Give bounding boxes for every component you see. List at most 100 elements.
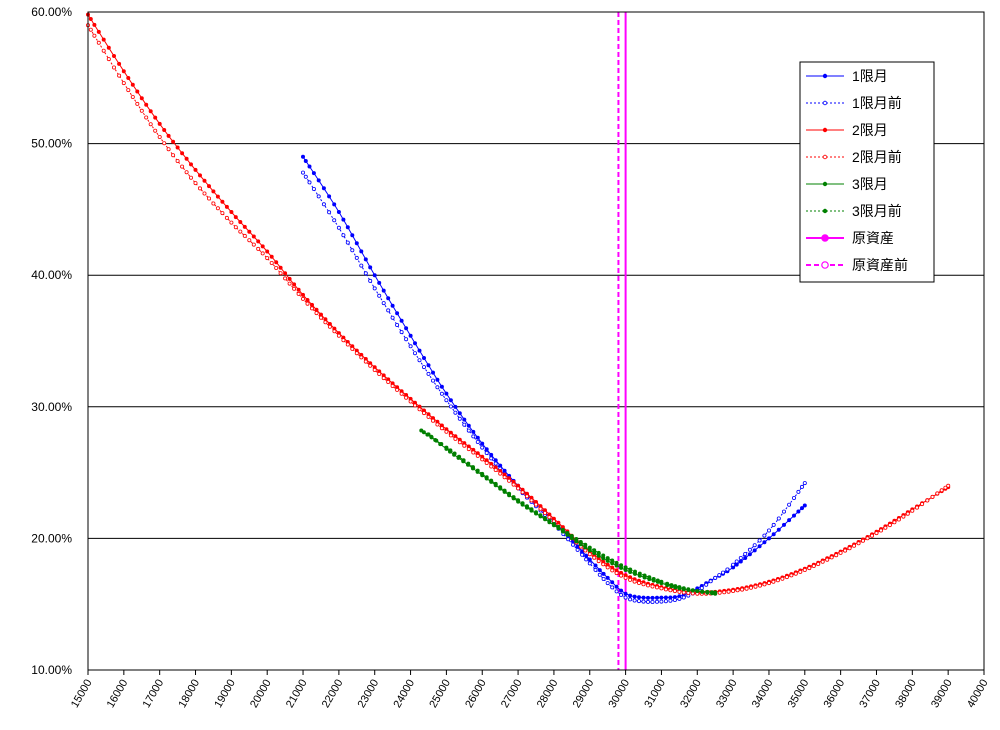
data-point [157,134,162,139]
data-point [767,528,772,533]
data-point [747,547,752,552]
data-point [632,594,637,599]
data-point [430,418,435,423]
data-point [350,248,355,253]
data-point [901,514,906,519]
data-point [529,498,534,503]
data-point [417,407,422,412]
data-point [435,385,440,390]
data-point [516,498,521,503]
data-point [623,565,628,570]
data-point [771,579,776,584]
data-point [597,568,602,573]
data-point [887,523,892,528]
data-point [547,519,552,524]
data-point [619,573,624,578]
data-point [439,384,444,389]
data-point [800,506,805,511]
data-point [350,233,355,238]
data-point [117,73,122,78]
data-point [448,404,453,409]
data-point [659,599,664,604]
data-point [296,291,301,296]
plot-frame [87,11,985,671]
data-point [421,365,426,370]
data-point [847,546,852,551]
data-point [126,88,131,93]
legend-item: 1限月前 [806,95,902,111]
data-point [381,376,386,381]
data-point [193,167,198,172]
data-point [752,543,757,548]
data-point [220,211,225,216]
data-point [534,510,539,515]
data-point [650,600,655,605]
data-point [551,521,556,526]
data-point [153,115,158,120]
data-point [305,301,310,306]
data-point [251,234,256,239]
data-point [623,591,628,596]
data-point [354,241,359,246]
data-point [587,557,592,562]
data-point [731,562,736,567]
data-point [292,286,297,291]
data-point [861,538,866,543]
data-point [700,589,705,594]
data-point [892,520,897,525]
data-point [386,379,391,384]
series-3限月前 [419,428,718,596]
data-point [341,217,346,222]
data-point [350,346,355,351]
data-point [650,584,655,589]
data-point [655,595,660,600]
data-point [303,158,308,163]
data-point [260,251,265,256]
data-point [381,288,386,293]
data-point [274,265,279,270]
data-point [453,410,458,415]
data-point [935,491,940,496]
data-point [637,595,642,600]
data-point [457,416,462,421]
data-point [448,398,453,403]
data-point [699,586,704,591]
data-point [811,564,816,569]
data-point [395,322,400,327]
data-point [345,225,350,230]
data-point [184,156,189,161]
y-tick-label: 40.00% [31,268,72,282]
data-point [101,37,106,42]
data-point [444,429,449,434]
data-point [242,224,247,229]
data-point [771,532,776,537]
data-point [789,573,794,578]
data-point [775,578,780,583]
data-point [399,391,404,396]
data-point [637,581,642,586]
legend-label: 1限月 [852,68,888,84]
data-point [610,568,615,573]
data-point [623,595,628,600]
data-point [309,306,314,311]
data-point [593,563,598,568]
data-point [820,559,825,564]
data-point [673,584,678,589]
data-point [798,569,803,574]
data-point [429,435,434,440]
data-point [725,567,730,572]
y-tick-label: 50.00% [31,137,72,151]
data-point [453,436,458,441]
data-point [580,549,585,554]
data-point [668,588,673,593]
data-point [157,121,162,126]
data-point [354,255,359,260]
data-point [752,548,757,553]
data-point [188,162,193,167]
data-point [520,501,525,506]
data-point [426,363,431,368]
legend-label: 2限月 [852,122,888,138]
data-point [780,576,785,581]
data-point [470,465,475,470]
data-point [480,471,485,476]
